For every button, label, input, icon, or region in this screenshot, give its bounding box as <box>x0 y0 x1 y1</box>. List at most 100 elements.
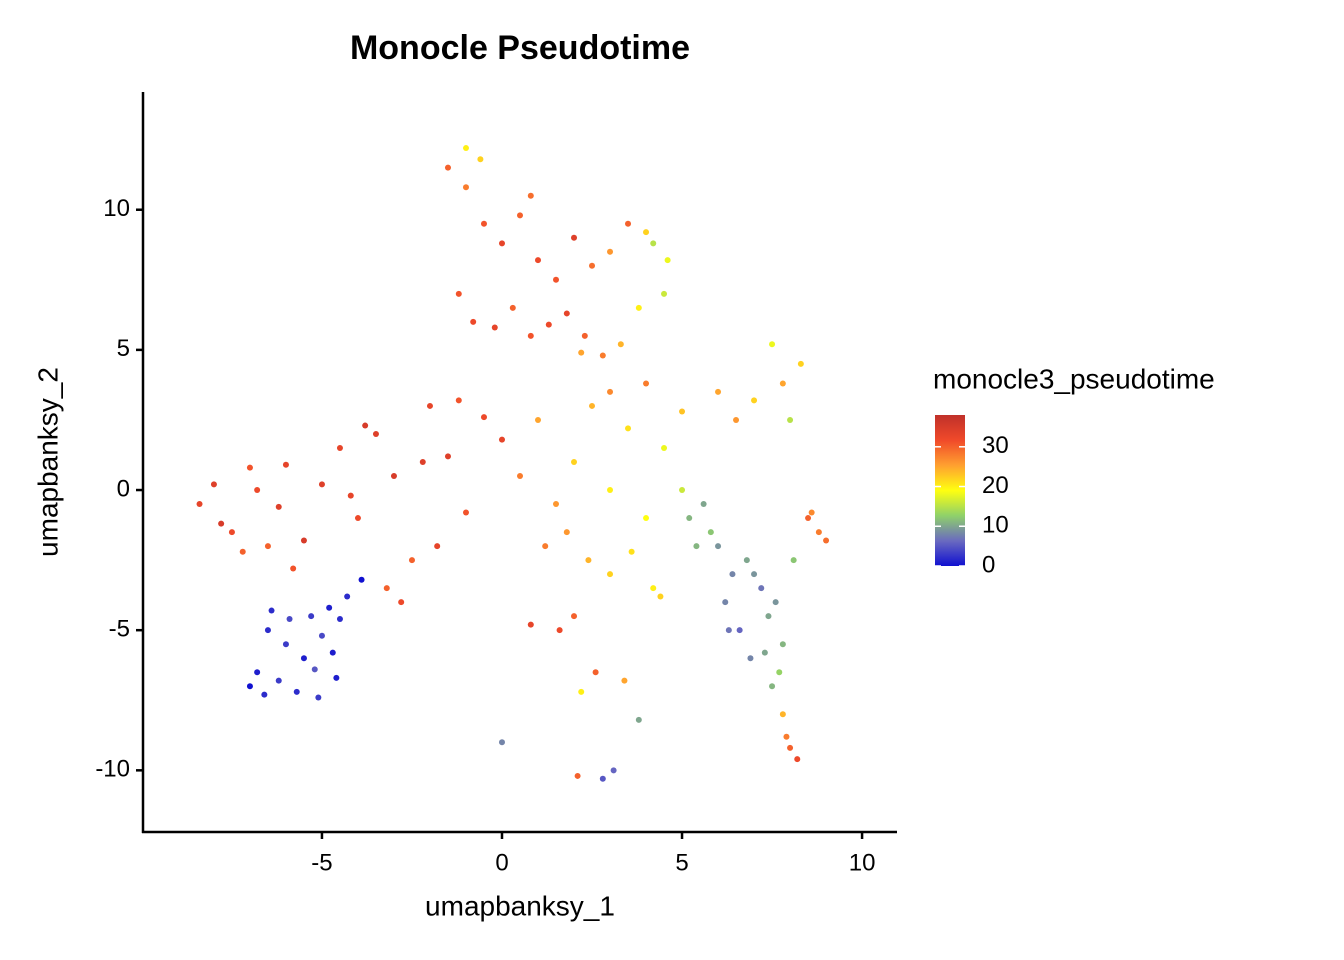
point <box>535 257 542 264</box>
point <box>758 585 765 592</box>
point <box>408 557 415 564</box>
point <box>329 649 336 656</box>
point <box>218 520 225 527</box>
point <box>736 627 743 634</box>
point <box>358 576 365 583</box>
point <box>362 422 369 429</box>
point <box>610 767 617 774</box>
point <box>805 515 812 522</box>
x-tick-label: 5 <box>675 849 688 876</box>
point <box>765 613 772 620</box>
point <box>715 388 722 395</box>
point <box>455 290 462 297</box>
point <box>462 509 469 516</box>
point <box>797 360 804 367</box>
point <box>318 632 325 639</box>
point <box>581 332 588 339</box>
point <box>254 669 261 676</box>
y-tick-label: -10 <box>95 756 130 783</box>
point <box>228 529 235 536</box>
point <box>527 332 534 339</box>
colorbar-tick-label: 10 <box>982 512 1009 539</box>
point <box>808 509 815 516</box>
point <box>318 481 325 488</box>
point <box>679 487 686 494</box>
point <box>311 666 318 673</box>
point <box>455 397 462 404</box>
point <box>480 414 487 421</box>
point <box>527 621 534 628</box>
point <box>686 515 693 522</box>
point <box>790 557 797 564</box>
point <box>794 756 801 763</box>
point <box>664 257 671 264</box>
point <box>679 408 686 415</box>
point <box>607 487 614 494</box>
point <box>571 234 578 241</box>
point <box>729 571 736 578</box>
point <box>635 716 642 723</box>
point <box>545 321 552 328</box>
point <box>751 397 758 404</box>
point <box>462 145 469 152</box>
point <box>254 487 261 494</box>
point <box>621 677 628 684</box>
point <box>650 240 657 247</box>
point <box>527 192 534 199</box>
point <box>661 290 668 297</box>
point <box>779 711 786 718</box>
point <box>643 515 650 522</box>
point <box>372 430 379 437</box>
point <box>823 537 830 544</box>
point <box>498 240 505 247</box>
point <box>574 772 581 779</box>
point <box>607 571 614 578</box>
point <box>553 501 560 508</box>
point <box>769 341 776 348</box>
point <box>239 548 246 555</box>
point <box>246 464 253 471</box>
colorbar <box>935 415 965 566</box>
point <box>589 262 596 269</box>
point <box>571 613 578 620</box>
point <box>419 459 426 465</box>
point <box>635 304 642 311</box>
point <box>657 593 664 600</box>
point <box>643 229 650 236</box>
point <box>264 627 271 634</box>
point <box>286 615 293 622</box>
point <box>282 641 289 648</box>
point <box>398 599 405 606</box>
point <box>743 557 750 564</box>
point <box>326 604 333 611</box>
point <box>535 416 542 423</box>
point <box>779 641 786 648</box>
colorbar-tick-label: 30 <box>982 432 1009 459</box>
point <box>275 677 282 684</box>
y-axis-label: umapbanksy_2 <box>32 367 63 557</box>
point <box>293 688 300 695</box>
point <box>383 585 390 592</box>
point <box>607 388 614 395</box>
point <box>480 220 487 227</box>
point <box>498 739 505 746</box>
point <box>715 543 722 550</box>
point <box>347 492 354 499</box>
point <box>769 683 776 690</box>
point <box>599 775 606 782</box>
points <box>196 145 830 782</box>
x-axis-label: umapbanksy_1 <box>425 890 615 921</box>
point <box>617 341 624 348</box>
point <box>444 164 451 171</box>
point <box>344 593 351 600</box>
point <box>444 453 451 460</box>
point <box>308 613 315 620</box>
point <box>643 380 650 387</box>
point <box>599 352 606 359</box>
point <box>578 688 585 695</box>
point <box>693 543 700 550</box>
point <box>462 184 469 191</box>
point <box>592 669 599 676</box>
point <box>498 436 505 443</box>
